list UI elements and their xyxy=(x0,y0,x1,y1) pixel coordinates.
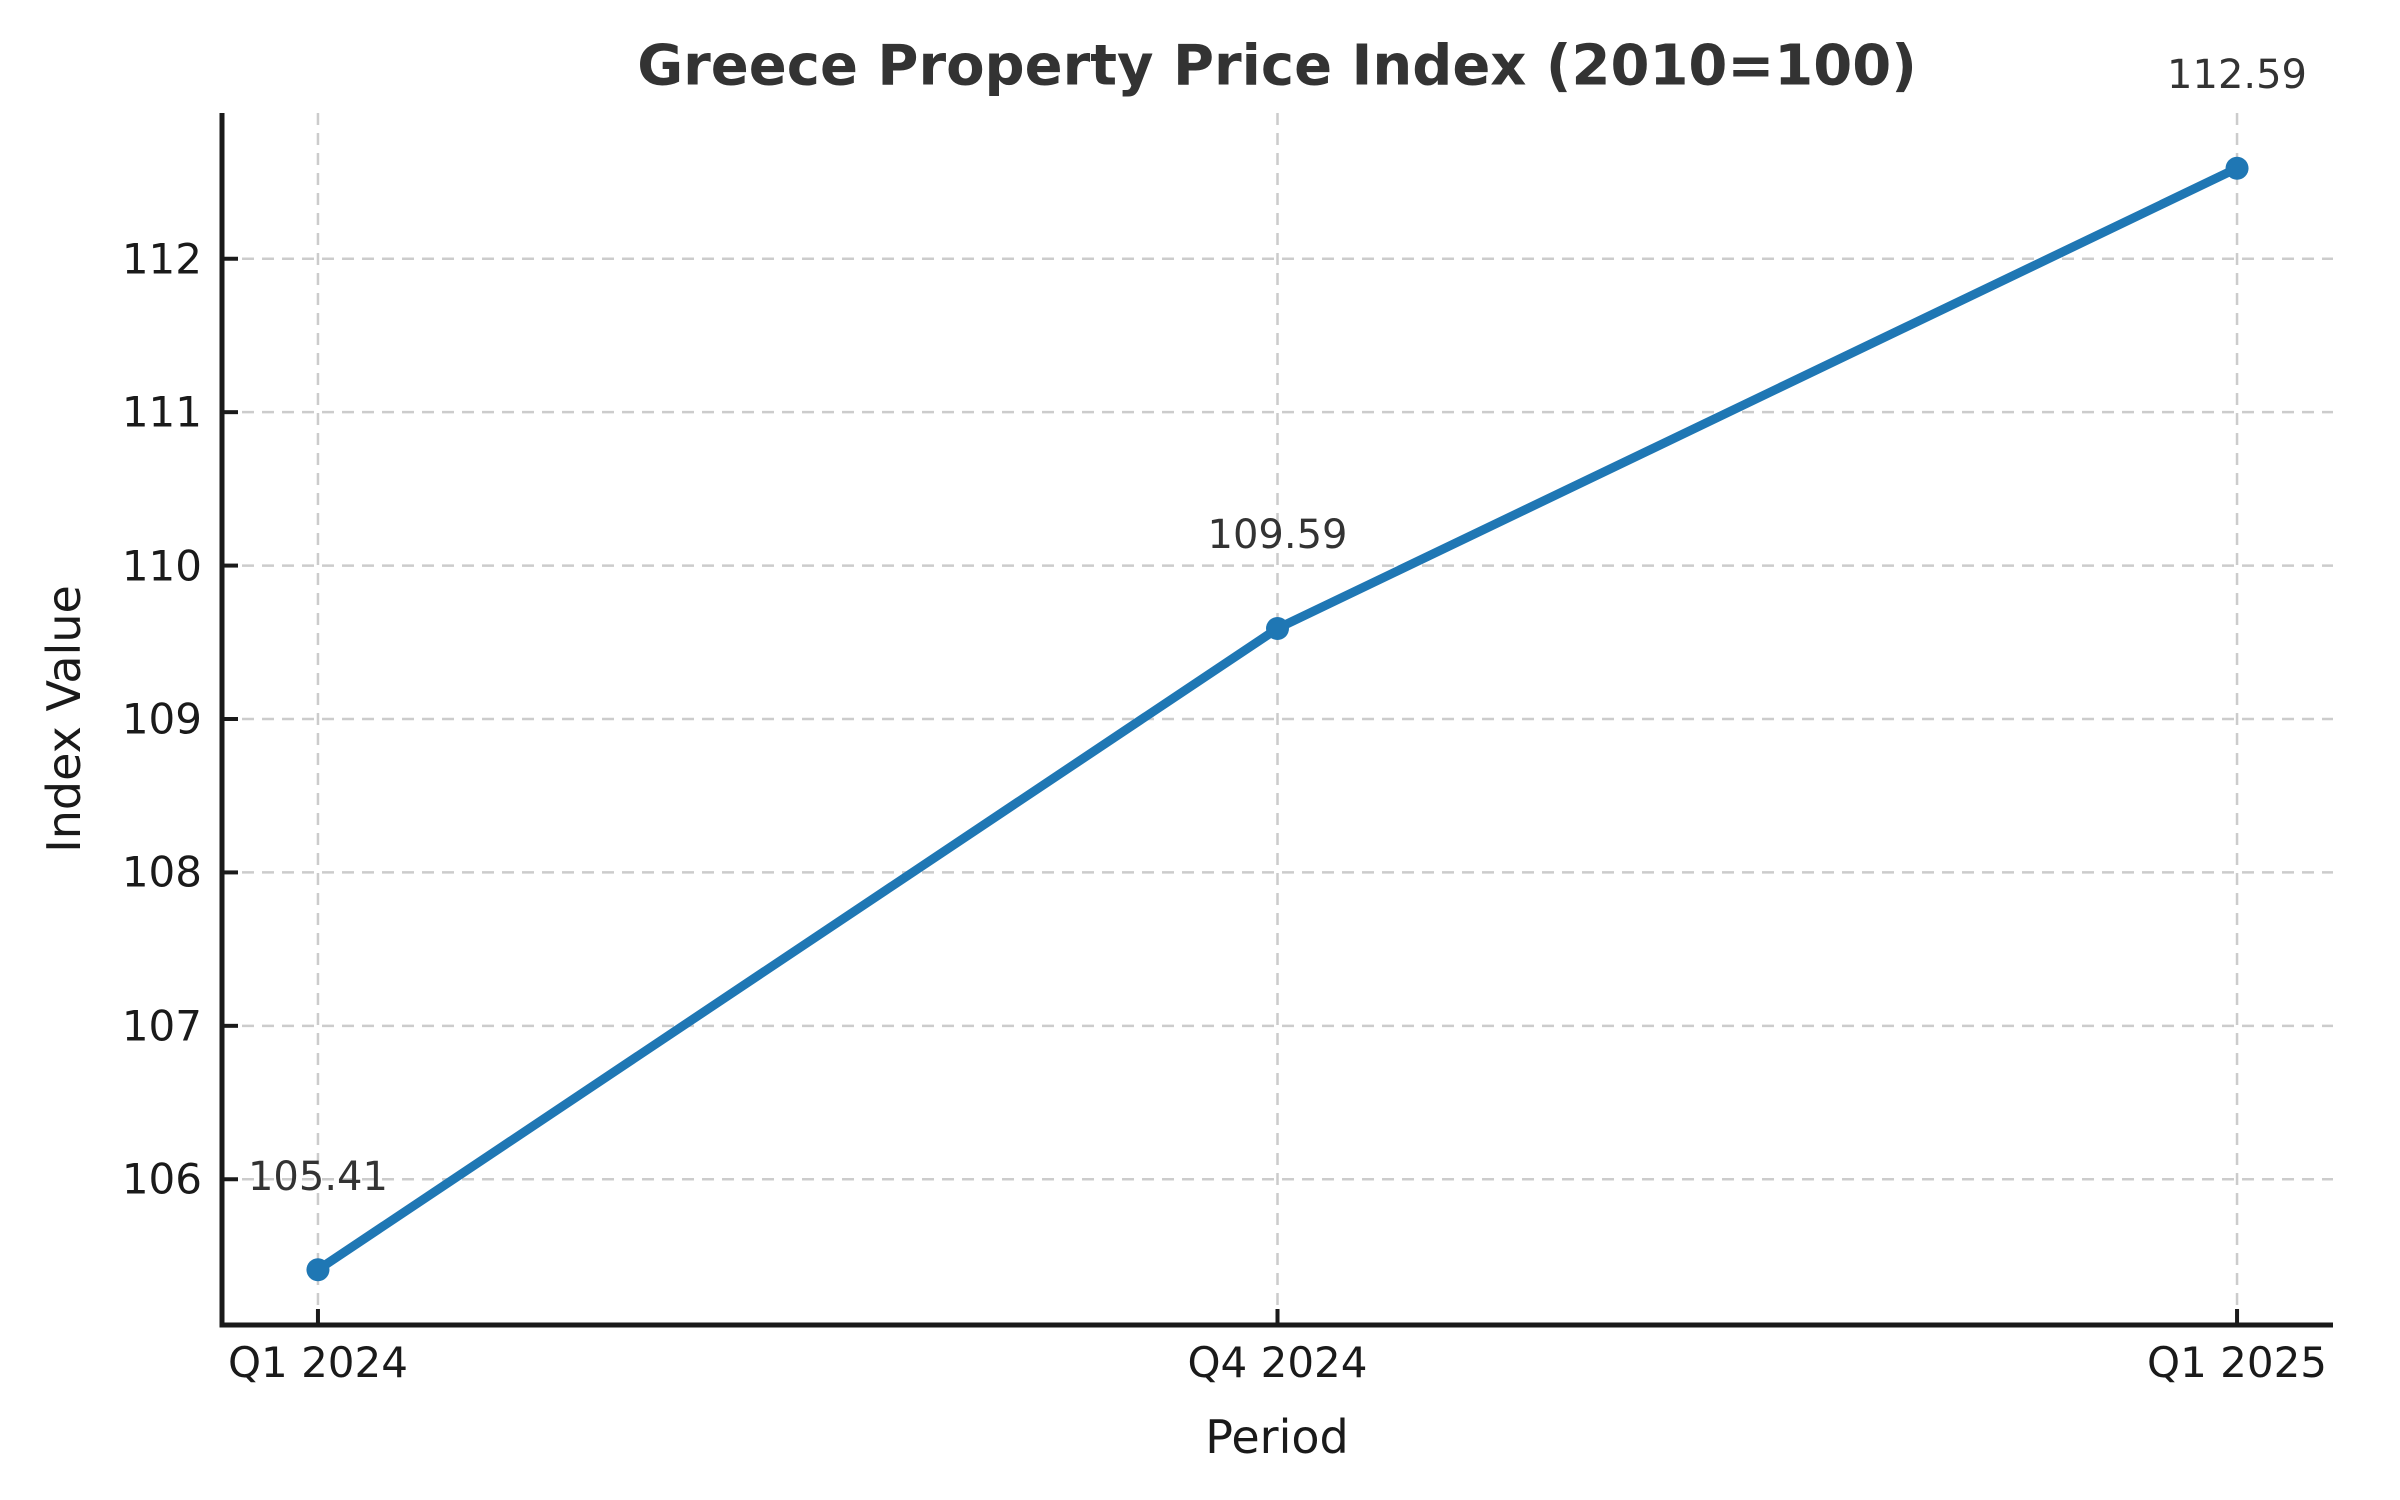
y-tick-label: 111 xyxy=(121,387,202,437)
point-annotation: 112.59 xyxy=(2167,52,2308,99)
x-tick-label: Q1 2025 xyxy=(2147,1338,2328,1387)
data-point-marker xyxy=(1266,616,1289,640)
y-axis-label: Index Value xyxy=(37,585,91,853)
y-tick-label: 107 xyxy=(121,1001,202,1051)
y-tick-label: 109 xyxy=(121,694,202,744)
point-annotation: 109.59 xyxy=(1207,512,1348,559)
chart-title: Greece Property Price Index (2010=100) xyxy=(637,33,1917,99)
y-tick-label: 108 xyxy=(121,847,202,897)
x-axis-label: Period xyxy=(1205,1410,1349,1464)
y-tick-label: 112 xyxy=(121,234,202,284)
x-tick-label: Q4 2024 xyxy=(1187,1338,1368,1387)
data-point-marker xyxy=(2225,156,2249,180)
y-tick-label: 110 xyxy=(121,541,202,591)
x-tick-label: Q1 2024 xyxy=(227,1338,408,1387)
point-annotation: 105.41 xyxy=(247,1153,388,1200)
data-point-marker xyxy=(306,1258,330,1282)
y-tick-label: 106 xyxy=(121,1154,202,1204)
